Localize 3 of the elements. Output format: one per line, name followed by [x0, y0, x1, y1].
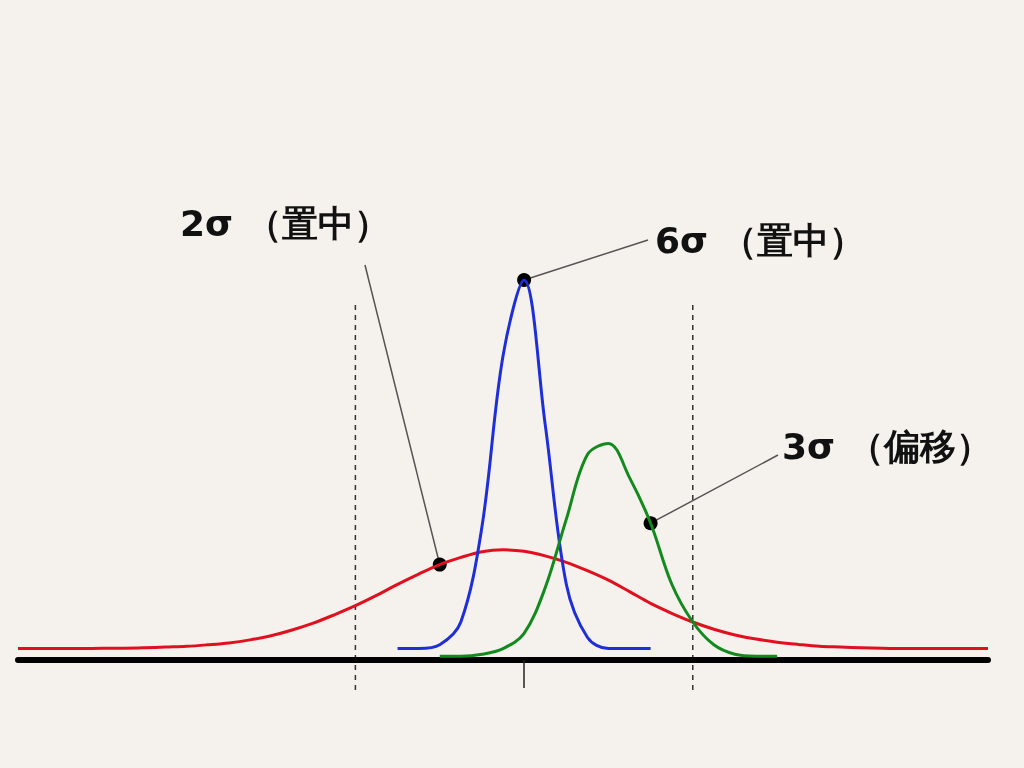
text: 6σ （置中） [655, 219, 865, 261]
annotation: 3σ （偏移） [782, 425, 992, 467]
text: 2σ （置中） [180, 202, 390, 244]
